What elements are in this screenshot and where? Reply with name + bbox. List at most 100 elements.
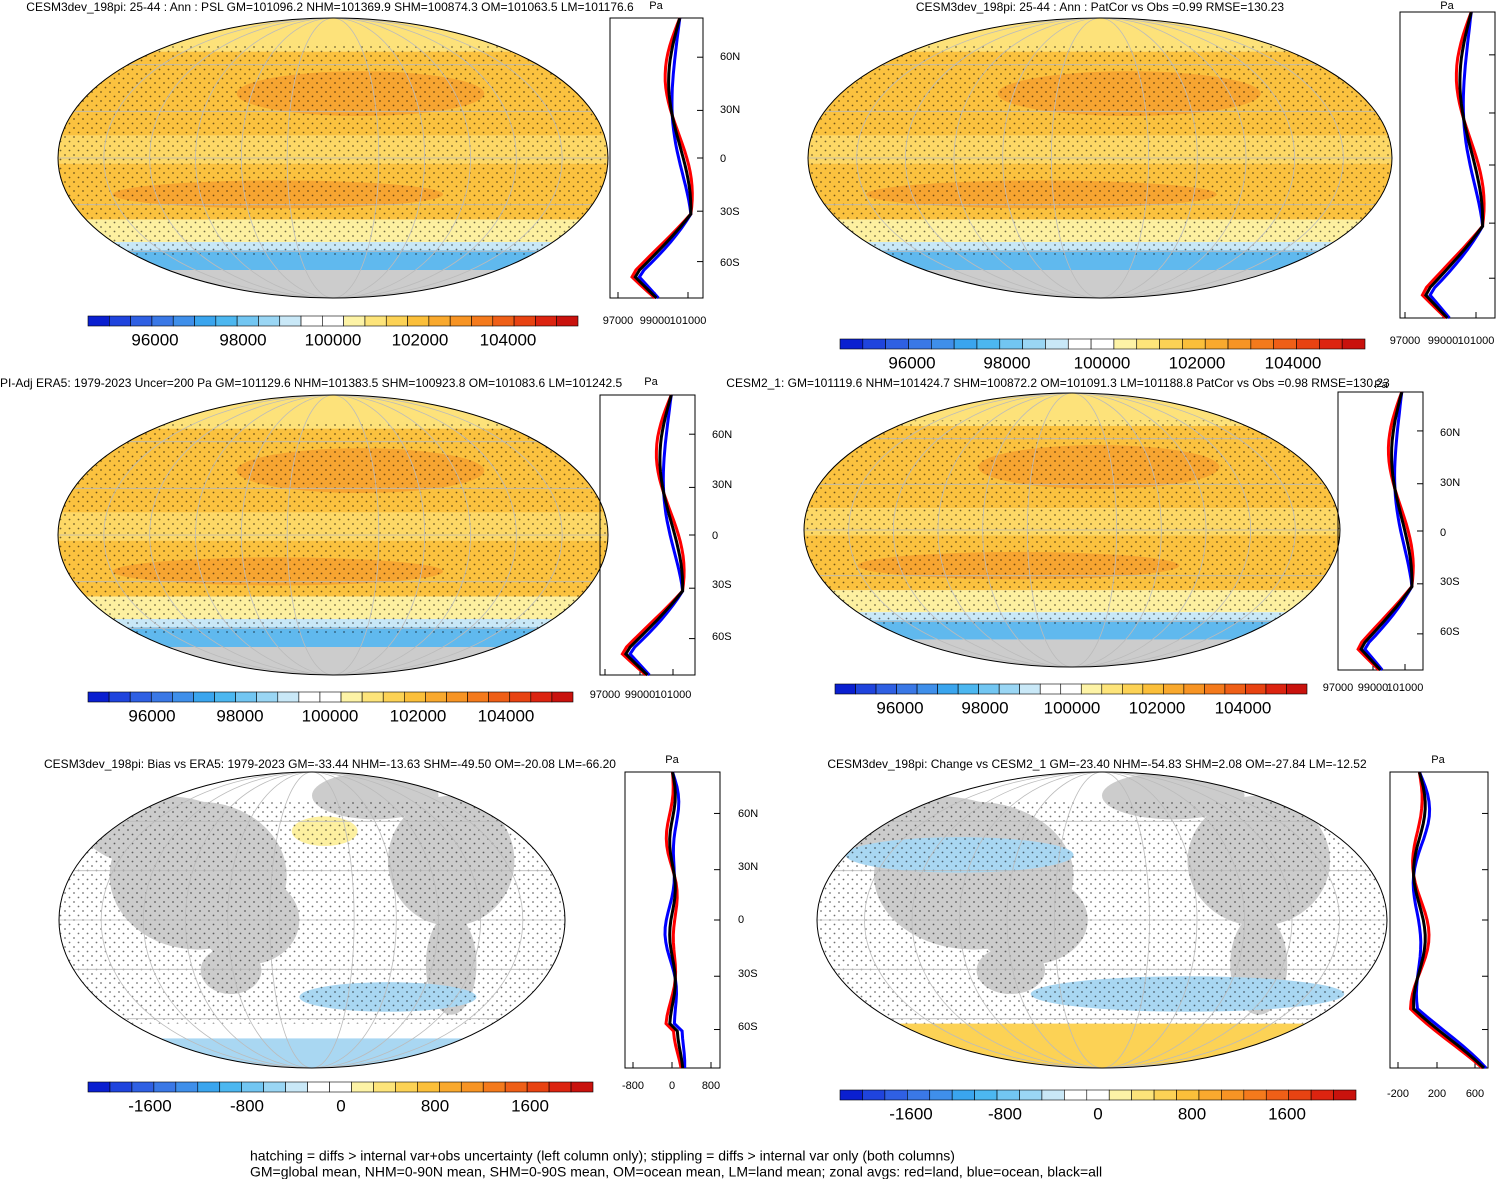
panel-title: CESM3dev_198pi: Bias vs ERA5: 1979-2023 … — [44, 757, 616, 771]
colorbar-label: 104000 — [480, 330, 537, 349]
zonal-profile — [1359, 391, 1414, 672]
colorbar-swatch — [839, 338, 864, 350]
colorbar-swatch — [556, 315, 579, 327]
x-label: 200 — [1428, 1088, 1446, 1100]
colorbar-swatch — [570, 1081, 594, 1093]
colorbar-swatch — [1265, 683, 1287, 695]
meridian — [195, 395, 471, 675]
zonal-profile — [1412, 771, 1486, 1070]
x-label: 97000 — [1323, 682, 1354, 694]
meridian — [848, 393, 1296, 667]
colorbar-swatch — [1224, 683, 1246, 695]
panel-title: CESM3dev_198pi: 25-44 : Ann : PatCor vs … — [916, 0, 1285, 14]
zonal-profile — [1363, 391, 1414, 671]
colorbar-swatch — [241, 1081, 264, 1093]
colorbar-swatch — [109, 1081, 133, 1093]
zonal-profile — [628, 394, 685, 677]
zonal-profile — [630, 17, 694, 300]
colorbar-swatch — [471, 315, 494, 327]
panel-title: PI-Adj ERA5: 1979-2023 Uncer=200 Pa GM=1… — [0, 376, 623, 390]
meridian — [100, 772, 524, 1068]
meridian — [904, 18, 1296, 298]
lat-label: 0 — [720, 153, 726, 165]
meridian — [1002, 18, 1198, 298]
colorbar-label: 96000 — [131, 330, 178, 349]
colorbar-swatch — [1131, 1089, 1155, 1101]
colorbar-swatch — [1183, 683, 1205, 695]
colorbar-swatch — [488, 691, 511, 703]
colorbar-swatch — [1022, 338, 1046, 350]
x-label: 99000 — [625, 689, 656, 701]
stippling — [808, 46, 1392, 256]
stippling — [804, 420, 1340, 626]
colorbar-swatch — [153, 1081, 177, 1093]
meridian — [227, 772, 397, 1068]
colorbar-swatch — [404, 691, 426, 703]
colorbar-swatch — [87, 315, 110, 327]
colorbar-swatch — [1086, 1089, 1110, 1101]
colorbar-swatch — [875, 683, 897, 695]
map-border — [807, 17, 1393, 299]
colorbar-label: 98000 — [961, 698, 1008, 717]
x-label: 600 — [1466, 1088, 1484, 1100]
meridian — [185, 772, 439, 1068]
meridian — [142, 772, 482, 1068]
colorbar-label: 96000 — [888, 353, 935, 372]
map — [59, 772, 565, 1068]
colorbar-swatch — [908, 338, 932, 350]
colorbar-swatch — [449, 315, 472, 327]
meridian — [1050, 18, 1150, 298]
colorbar-swatch — [307, 1081, 330, 1093]
colorbar-swatch — [530, 691, 553, 703]
x-label: 800 — [702, 1080, 720, 1092]
colorbar-swatch — [1176, 1089, 1200, 1101]
zonal-profile — [1356, 391, 1415, 672]
colorbar-swatch — [1221, 1089, 1245, 1101]
footer-note: hatching = diffs > internal var+obs unce… — [250, 1148, 955, 1164]
colorbar-label: 100000 — [302, 706, 359, 725]
meridian — [195, 18, 471, 298]
zonal-profile — [664, 771, 683, 1069]
colorbar-label: -800 — [988, 1104, 1022, 1123]
colorbar-swatch — [219, 1081, 242, 1093]
colorbar-swatch — [978, 683, 1000, 695]
meridian — [240, 395, 426, 675]
colorbar-swatch — [1122, 683, 1144, 695]
meridian — [1006, 772, 1198, 1068]
panel: CESM3dev_198pi: 25-44 : Ann : PatCor vs … — [807, 0, 1496, 372]
colorbar-swatch — [382, 691, 405, 703]
panel: CESM3dev_198pi: 25-44 : Ann : PSL GM=101… — [26, 0, 740, 349]
colorbar-swatch — [526, 1081, 550, 1093]
lat-label: 60S — [720, 257, 740, 269]
colorbar-label: 800 — [1178, 1104, 1206, 1123]
colorbar-swatch — [504, 1081, 528, 1093]
colorbar-swatch — [1204, 338, 1229, 350]
lat-label: 30N — [720, 104, 740, 116]
stippling — [817, 801, 1387, 1024]
colorbar-swatch — [937, 683, 959, 695]
colorbar-label: 104000 — [1215, 698, 1272, 717]
colorbar-swatch — [1310, 1089, 1334, 1101]
colorbar-swatch — [1019, 683, 1041, 695]
lat-label: 30S — [712, 579, 732, 591]
colorbar-swatch — [298, 691, 321, 703]
colorbar-swatch — [1080, 683, 1103, 695]
colorbar-swatch — [1288, 1089, 1312, 1101]
zonal-profile — [1420, 11, 1486, 320]
colorbar-label: 96000 — [876, 698, 923, 717]
antarctica — [804, 639, 1340, 667]
map-border — [816, 771, 1388, 1069]
colorbar-swatch — [1113, 338, 1138, 350]
meridian — [149, 18, 517, 298]
colorbar-swatch — [151, 315, 174, 327]
colorbar-swatch — [236, 315, 259, 327]
colorbar-swatch — [1273, 338, 1297, 350]
unit-label: Pa — [1374, 379, 1388, 391]
colorbar-label: 98000 — [219, 330, 266, 349]
zonal-profile — [668, 771, 685, 1069]
zonal-profile — [623, 394, 685, 677]
colorbar-label: 102000 — [1169, 353, 1226, 372]
unit-label: Pa — [1440, 0, 1454, 12]
colorbar-label: 102000 — [1129, 698, 1186, 717]
